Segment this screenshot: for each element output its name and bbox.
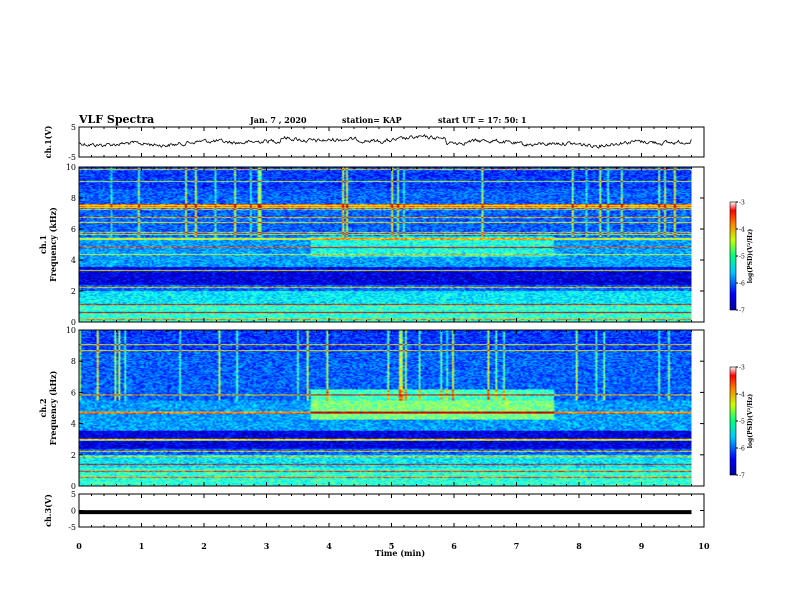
station-label: station= KAP bbox=[342, 115, 402, 125]
y-tick-label: -5 bbox=[68, 523, 76, 532]
ch1-y-axis-label: ch.1(V) bbox=[43, 125, 53, 158]
x-tick-label: 8 bbox=[576, 541, 582, 551]
x-tick-label: 6 bbox=[451, 541, 457, 551]
ch1-waveform-line bbox=[78, 134, 692, 149]
y-tick-label: 0 bbox=[71, 482, 76, 491]
colorbar-gradient bbox=[729, 201, 737, 311]
y-tick-label: 2 bbox=[71, 287, 76, 296]
colorbar-tick-label: -6 bbox=[739, 281, 745, 288]
spectrogram-channel-label: ch.2 bbox=[38, 398, 48, 417]
spectrogram-y-axis-label: Frequency (kHz) bbox=[48, 370, 58, 445]
colorbar-tick-label: -4 bbox=[739, 227, 745, 234]
colorbar-tick-label: -4 bbox=[739, 392, 745, 399]
y-tick-label: 10 bbox=[66, 163, 76, 172]
ch2-colorbar: -3 -4 -5 -6 -7 log(PSD)(V²/Hz) bbox=[729, 365, 754, 480]
x-tick-label: 1 bbox=[139, 541, 145, 551]
y-tick-label: 8 bbox=[71, 194, 76, 203]
y-tick-label: 4 bbox=[71, 256, 76, 265]
panel-frame bbox=[78, 329, 705, 487]
colorbar-tick-label: -5 bbox=[739, 419, 745, 426]
ch1-waveform-panel: 5 -5 ch.1(V) bbox=[43, 123, 705, 162]
x-tick-label: 7 bbox=[514, 541, 520, 551]
y-tick-label: 8 bbox=[71, 357, 76, 366]
x-tick-label: 4 bbox=[326, 541, 332, 551]
ch1-spectrogram-panel: 0 2 4 6 8 10 ch.1 Frequency (kHz) bbox=[38, 163, 705, 327]
y-tick-label: -5 bbox=[68, 153, 76, 162]
colorbar-tick-label: -3 bbox=[739, 200, 745, 207]
spectrogram-image bbox=[79, 330, 692, 486]
y-tick-label: 5 bbox=[71, 490, 76, 499]
colorbar-tick-label: -6 bbox=[739, 446, 745, 453]
colorbar-gradient bbox=[729, 366, 737, 476]
ch3-waveform-panel: 50-5ch.3(V)0 1 2 3 4 5 6 7 8 9 10 bbox=[43, 490, 710, 551]
x-tick-label: 0 bbox=[76, 541, 82, 551]
y-tick-label: 0 bbox=[71, 318, 76, 327]
ch2-spectrogram-panel: 0 2 4 6 8 10 ch.2 Frequency (kHz) bbox=[38, 326, 705, 491]
y-tick-label: 2 bbox=[71, 451, 76, 460]
figure-title: VLF Spectra bbox=[78, 113, 154, 126]
y-tick-label: 6 bbox=[71, 225, 76, 234]
start-ut-label: start UT = 17: 50: 1 bbox=[438, 115, 527, 125]
x-tick-label: 2 bbox=[201, 541, 207, 551]
panel-frame bbox=[78, 166, 705, 323]
colorbar-label: log(PSD)(V²/Hz) bbox=[747, 394, 754, 449]
ch3-y-axis-label: ch.3(V) bbox=[43, 494, 53, 527]
colorbar-tick-label: -7 bbox=[739, 473, 745, 480]
y-tick-label: 6 bbox=[71, 388, 76, 397]
y-tick-label: 5 bbox=[71, 123, 76, 132]
y-tick-label: 4 bbox=[71, 420, 76, 429]
colorbar-label: log(PSD)(V²/Hz) bbox=[747, 229, 754, 284]
panel-frame bbox=[78, 126, 705, 158]
y-tick-label: 0 bbox=[71, 507, 76, 516]
x-tick-label: 5 bbox=[389, 541, 395, 551]
ch1-colorbar: -3 -4 -5 -6 -7 log(PSD)(V²/Hz) bbox=[729, 200, 754, 315]
spectrogram-y-axis-label: Frequency (kHz) bbox=[48, 207, 58, 282]
x-tick-label: 3 bbox=[264, 541, 270, 551]
x-tick-label: 9 bbox=[639, 541, 645, 551]
colorbar-tick-label: -5 bbox=[739, 254, 745, 261]
x-tick-label: 10 bbox=[698, 541, 710, 551]
date-label: Jan. 7 , 2020 bbox=[249, 115, 307, 125]
colorbar-tick-label: -3 bbox=[739, 365, 745, 372]
x-axis-label: Time (min) bbox=[375, 548, 425, 558]
spectrogram-channel-label: ch.1 bbox=[38, 235, 48, 254]
spectrogram-image bbox=[79, 167, 692, 322]
colorbar-tick-label: -7 bbox=[739, 308, 745, 315]
y-tick-label: 10 bbox=[66, 326, 76, 335]
